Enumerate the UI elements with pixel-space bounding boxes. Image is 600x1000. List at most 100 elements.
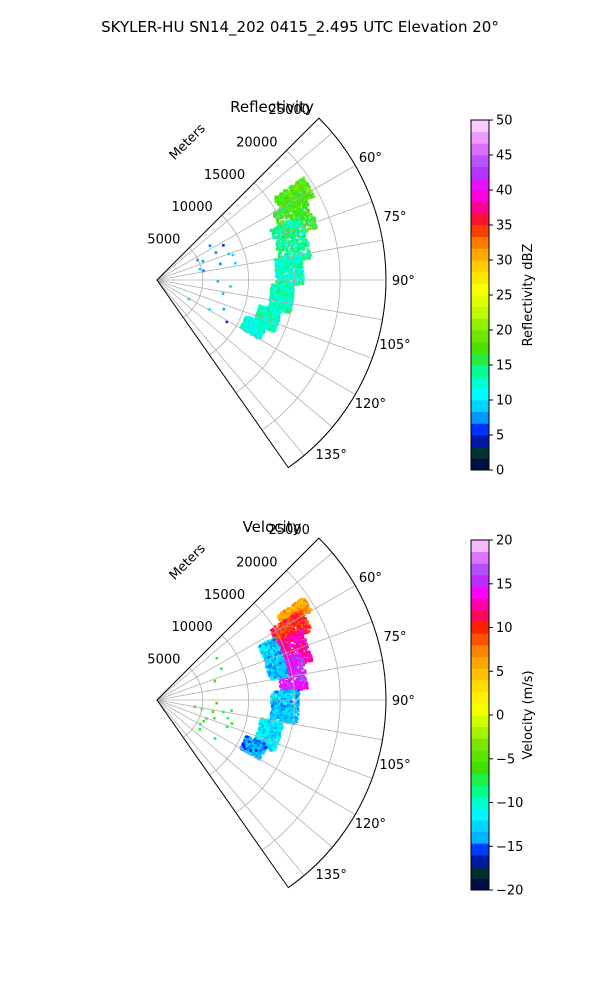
colorbar-tick-label: 30 xyxy=(496,254,513,269)
colorbar-segment xyxy=(471,201,489,214)
colorbar-segment xyxy=(471,411,489,424)
colorbar-segment xyxy=(471,563,489,576)
azimuth-tick-label: 135° xyxy=(316,868,347,883)
colorbar-tick-label: 5 xyxy=(496,429,504,444)
colorbar-segment xyxy=(471,855,489,868)
colorbar-segment xyxy=(471,400,489,413)
azimuth-gridline xyxy=(156,621,373,701)
azimuth-tick-label: 120° xyxy=(355,397,386,412)
azimuth-gridline xyxy=(156,659,383,701)
figure-title: SKYLER-HU SN14_202 0415_2.495 UTC Elevat… xyxy=(101,18,499,37)
colorbar-segment xyxy=(471,715,489,728)
colorbar-tick-label: 5 xyxy=(496,665,504,680)
colorbar-segment xyxy=(471,598,489,611)
colorbar-tick-label: −15 xyxy=(496,840,523,855)
azimuth-gridline xyxy=(156,279,333,428)
colorbar-segment xyxy=(471,750,489,763)
velocity-grid xyxy=(156,537,387,889)
colorbar-label: Velocity (m/s) xyxy=(521,670,536,759)
colorbar-segment xyxy=(471,131,489,144)
colorbar-segment xyxy=(471,551,489,564)
range-ring xyxy=(288,537,387,888)
colorbar-segment xyxy=(471,283,489,296)
colorbar-segment xyxy=(471,306,489,319)
colorbar-tick-label: 35 xyxy=(496,219,513,234)
range-tick-label: 20000 xyxy=(236,556,277,571)
colorbar-tick-label: 45 xyxy=(496,149,513,164)
colorbar-tick-label: 15 xyxy=(496,577,513,592)
azimuth-gridline xyxy=(156,165,356,281)
colorbar-segment xyxy=(471,120,489,133)
azimuth-tick-label: 135° xyxy=(316,448,347,463)
azimuth-gridline xyxy=(156,239,383,281)
colorbar-segment xyxy=(471,236,489,249)
colorbar-segment xyxy=(471,691,489,704)
azimuth-gridline xyxy=(156,699,305,876)
azimuth-gridline xyxy=(156,699,373,779)
azimuth-gridline xyxy=(156,585,356,701)
azimuth-tick-label: 75° xyxy=(383,630,406,645)
colorbar-segment xyxy=(471,761,489,774)
range-tick-label: 5000 xyxy=(147,653,180,668)
azimuth-gridline xyxy=(156,132,333,281)
colorbar-segment xyxy=(471,330,489,343)
velocity-echo-region xyxy=(193,656,234,740)
colorbar-tick-label: 15 xyxy=(496,359,513,374)
colorbar-tick-label: −20 xyxy=(496,884,523,899)
colorbar-segment xyxy=(471,365,489,378)
colorbar-segment xyxy=(471,166,489,179)
colorbar-segment xyxy=(471,843,489,856)
range-tick-label: 25000 xyxy=(269,523,310,538)
azimuth-tick-label: 105° xyxy=(379,758,410,773)
colorbar-segment xyxy=(471,820,489,833)
colorbar-segment xyxy=(471,878,489,891)
range-tick-label: 25000 xyxy=(269,103,310,118)
reflectivity-echo-region xyxy=(269,216,313,265)
colorbar-segment xyxy=(471,656,489,669)
colorbar-segment xyxy=(471,341,489,354)
colorbar-segment xyxy=(471,190,489,203)
range-ring xyxy=(235,602,295,813)
colorbar-segment xyxy=(471,866,489,879)
colorbar-tick-label: −5 xyxy=(496,752,515,767)
colorbar-segment xyxy=(471,423,489,436)
colorbar-segment xyxy=(471,318,489,331)
range-tick-label: 20000 xyxy=(236,136,277,151)
colorbar-segment xyxy=(471,738,489,751)
colorbar-segment xyxy=(471,446,489,459)
colorbar-tick-label: 40 xyxy=(496,184,513,199)
colorbar-segment xyxy=(471,726,489,739)
azimuth-gridline xyxy=(156,279,383,321)
reflectivity-panel: Reflectivity 5000 10000 15000 20000 25000 Met… xyxy=(147,98,536,479)
colorbar-segment xyxy=(471,458,489,471)
colorbar-segment xyxy=(471,633,489,646)
azimuth-tick-label: 60° xyxy=(359,151,382,166)
velocity-colorbar: −20 −15 −10 −5 0 5 10 15 20 Velocity (m/s) xyxy=(470,534,536,899)
colorbar-segment xyxy=(471,260,489,273)
range-axis-label: Meters xyxy=(167,121,209,163)
colorbar-label: Reflectivity dBZ xyxy=(521,244,536,347)
colorbar-segment xyxy=(471,796,489,809)
colorbar-segment xyxy=(471,703,489,716)
colorbar-segment xyxy=(471,178,489,191)
range-ring xyxy=(183,247,204,318)
colorbar-segment xyxy=(471,610,489,623)
colorbar-segment xyxy=(471,225,489,238)
range-tick-label: 5000 xyxy=(147,233,180,248)
range-tick-label: 15000 xyxy=(204,588,245,603)
colorbar-segment xyxy=(471,808,489,821)
azimuth-gridline xyxy=(156,201,373,281)
colorbar-tick-label: 50 xyxy=(496,114,513,129)
colorbar-segment xyxy=(471,831,489,844)
range-tick-label: 15000 xyxy=(204,168,245,183)
azimuth-tick-label: 90° xyxy=(392,694,415,709)
colorbar-segment xyxy=(471,388,489,401)
colorbar-segment xyxy=(471,680,489,693)
colorbar-segment xyxy=(471,295,489,308)
azimuth-gridline xyxy=(156,699,383,741)
colorbar-segment xyxy=(471,586,489,599)
velocity-echoes xyxy=(193,597,314,761)
velocity-echo-region xyxy=(257,636,289,681)
range-ring xyxy=(261,570,341,851)
